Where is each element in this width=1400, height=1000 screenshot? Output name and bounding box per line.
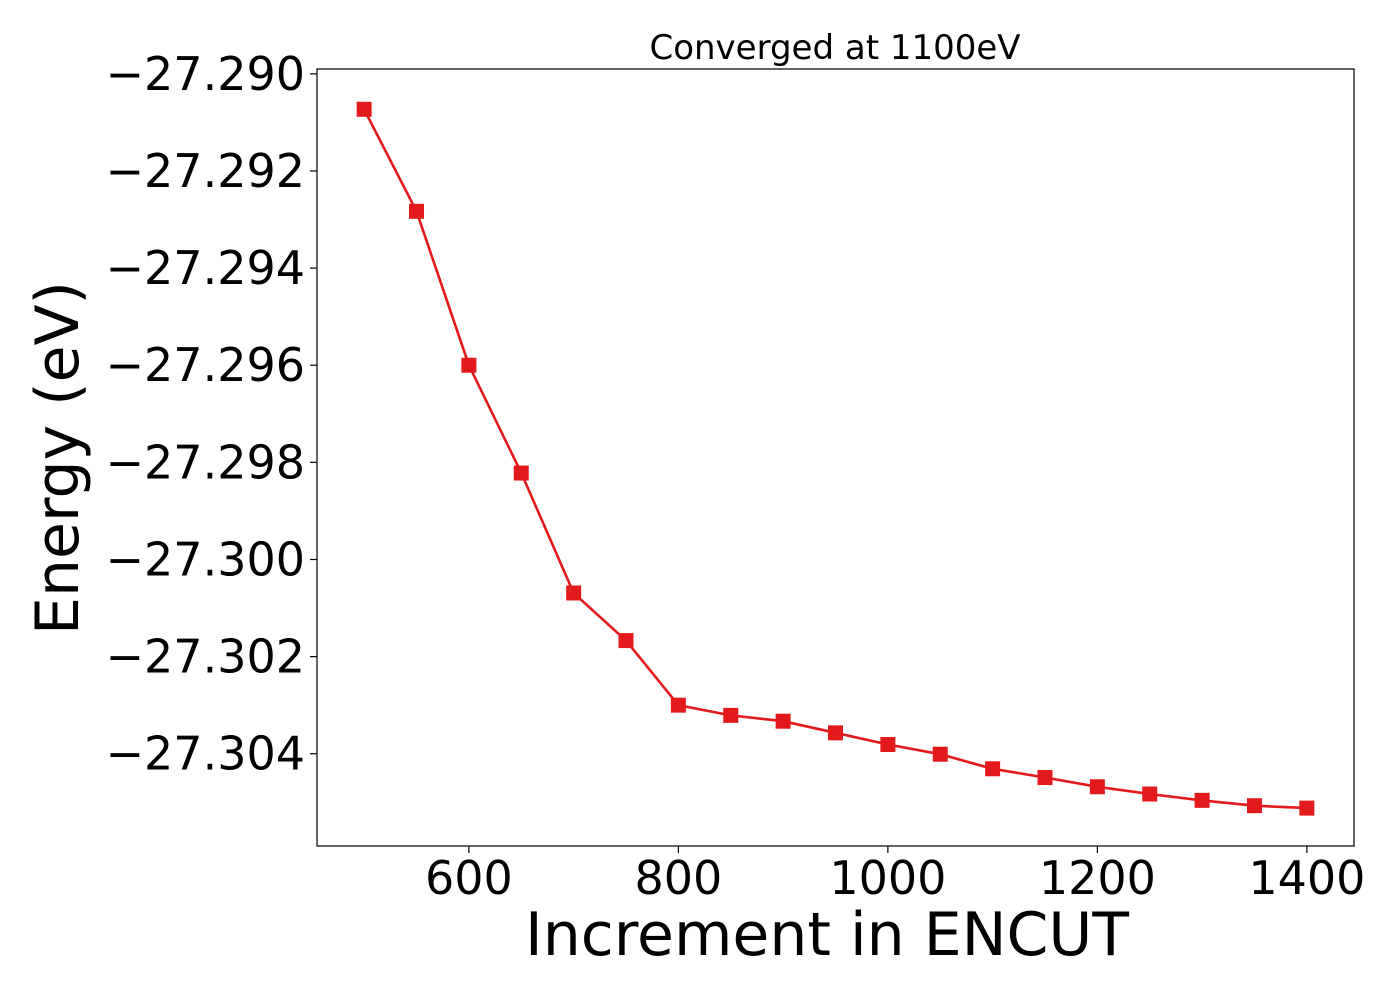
data-point-marker (723, 707, 739, 723)
data-point-marker (1299, 800, 1315, 816)
data-point-marker (513, 465, 529, 481)
data-point-marker (356, 101, 372, 117)
y-tick-label: −27.296 (106, 338, 306, 392)
x-tick-label: 1200 (1039, 851, 1156, 905)
x-tick-label: 1400 (1248, 851, 1365, 905)
y-axis-ticks: −27.290 −27.292 −27.294 −27.296 −27.298 −27.3… (106, 47, 317, 781)
y-tick-label: −27.302 (106, 630, 306, 684)
data-point-marker (985, 761, 1001, 777)
y-axis-label: Energy (eV) (23, 281, 93, 635)
series-layer (356, 101, 1315, 816)
data-point-marker (409, 203, 425, 219)
data-point-marker (461, 357, 477, 373)
data-point-marker (1246, 798, 1262, 814)
y-tick-label: −27.300 (106, 532, 306, 586)
y-tick-label: −27.304 (106, 727, 306, 781)
data-point-marker (880, 737, 896, 753)
data-point-marker (566, 585, 582, 601)
x-tick-label: 600 (425, 851, 513, 905)
data-point-marker (1194, 792, 1210, 808)
x-tick-label: 1000 (829, 851, 946, 905)
data-point-marker (828, 725, 843, 741)
x-axis-label: Increment in ENCUT (525, 900, 1129, 970)
y-tick-label: −27.290 (106, 47, 306, 101)
data-point-marker (670, 697, 686, 713)
x-axis-ticks: 600 800 1000 1200 1400 (425, 846, 1365, 905)
data-point-marker (932, 746, 948, 762)
chart-title: Converged at 1100eV (649, 28, 1020, 68)
data-point-marker (775, 713, 791, 729)
x-tick-label: 800 (634, 851, 722, 905)
y-tick-label: −27.298 (106, 435, 306, 489)
data-point-marker (618, 633, 634, 649)
data-point-marker (1089, 779, 1105, 795)
data-point-marker (1142, 786, 1158, 802)
y-tick-label: −27.292 (106, 144, 306, 198)
plot-area (316, 68, 1355, 847)
data-point-marker (1037, 770, 1053, 786)
y-tick-label: −27.294 (106, 241, 306, 295)
